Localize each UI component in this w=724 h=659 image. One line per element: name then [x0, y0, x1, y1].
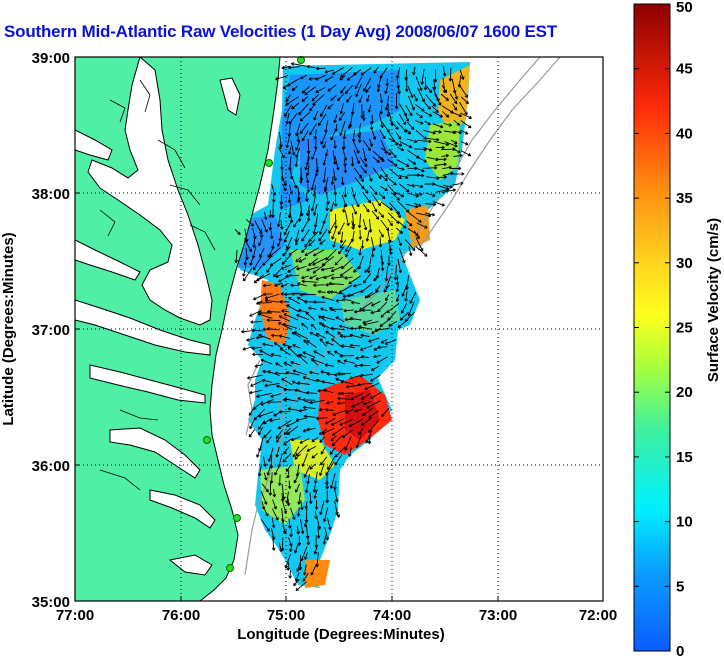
y-tick-label: 38:00	[32, 186, 70, 203]
station-marker	[265, 159, 273, 167]
colorbar-tick-label: 35	[676, 190, 693, 207]
velocity-arrows	[234, 62, 472, 592]
y-tick-label: 36:00	[32, 458, 70, 475]
colorbar-tick-label: 10	[676, 514, 693, 531]
x-tick-label: 74:00	[373, 607, 411, 624]
station-marker	[233, 514, 241, 522]
x-axis-title: Longitude (Degrees:Minutes)	[237, 626, 445, 643]
y-tick-label: 39:00	[32, 50, 70, 67]
colorbar-tick-label: 40	[676, 125, 693, 142]
colorbar-tick-label: 25	[676, 320, 693, 337]
y-axis-title: Latitude (Degrees:Minutes)	[0, 232, 17, 425]
colorbar-tick-label: 20	[676, 384, 693, 401]
radar-stations	[203, 56, 305, 572]
x-tick-label: 75:00	[267, 607, 305, 624]
x-tick-label: 76:00	[162, 607, 200, 624]
velocity-arrow-field	[234, 62, 472, 592]
grid-lines	[75, 57, 603, 601]
map-title: Southern Mid-Atlantic Raw Velocities (1 …	[4, 22, 557, 41]
y-tick-label: 35:00	[32, 594, 70, 611]
colorbar-tick-label: 30	[676, 255, 693, 272]
colorbar-gradient	[633, 3, 671, 652]
y-tick-label: 37:00	[32, 322, 70, 339]
station-marker	[226, 564, 234, 572]
colorbar-tick-label: 15	[676, 449, 693, 466]
x-tick-label: 77:00	[56, 607, 94, 624]
colorbar-tick-label: 5	[676, 578, 684, 595]
x-tick-label: 73:00	[479, 607, 517, 624]
colorbar-tick-label: 0	[676, 643, 684, 659]
colorbar-tick-label: 45	[676, 61, 693, 78]
colorbar-label: Surface Velocity (cm/s)	[705, 218, 722, 382]
x-tick-label: 72:00	[579, 607, 617, 624]
station-marker	[203, 436, 211, 444]
colorbar-tick-label: 50	[676, 0, 693, 16]
